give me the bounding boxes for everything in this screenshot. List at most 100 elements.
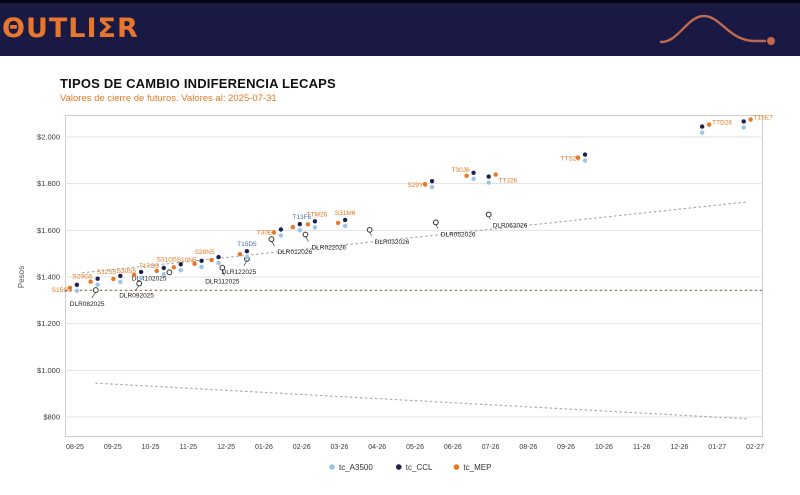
point-mep-S30S5[interactable] xyxy=(131,272,137,278)
point-mep-TTD26[interactable] xyxy=(706,122,712,127)
point-ccl-T15D5[interactable] xyxy=(244,249,250,254)
y-axis-tick-label: $2.000 xyxy=(37,133,60,142)
point-mep-S12S5[interactable] xyxy=(111,276,116,282)
point-ccl-TTM26[interactable] xyxy=(312,219,318,224)
legend-dot-tc_CCL xyxy=(396,464,402,470)
point-mep-S31O5[interactable] xyxy=(171,265,176,270)
point-ccl-T17O5[interactable] xyxy=(161,265,166,271)
y-axis-tick-label: $1.200 xyxy=(37,319,60,328)
point-ccl-T15E7[interactable] xyxy=(741,119,746,124)
point-a3500-TTD26[interactable] xyxy=(699,130,705,135)
point-mep-T15E7[interactable] xyxy=(748,117,753,122)
bond-label-S30S5: S30S5 xyxy=(117,268,137,275)
point-ccl-T30E6[interactable] xyxy=(278,227,284,232)
point-a3500-TTM26[interactable] xyxy=(312,225,318,230)
bond-label-TTD26: TTD26 xyxy=(712,120,732,127)
point-mep-S31M6[interactable] xyxy=(335,220,341,226)
future-point-DLR102025[interactable] xyxy=(166,269,173,276)
point-ccl-TTS26[interactable] xyxy=(582,152,588,157)
point-mep-T30J6[interactable] xyxy=(464,173,469,178)
bond-label-T30E6: T30E6 xyxy=(257,230,277,237)
distribution-curve-icon xyxy=(659,14,775,45)
bond-label-S10N5: S10N5 xyxy=(177,257,197,264)
point-mep-T15D5[interactable] xyxy=(237,252,243,257)
legend-item-tc_CCL[interactable]: tc_CCL xyxy=(396,463,433,472)
bond-label-S15G5: S15G5 xyxy=(52,287,73,294)
y-axis-tick-label: $1.800 xyxy=(37,179,60,188)
point-mep-S10N5[interactable] xyxy=(192,261,197,266)
point-mep-S15G5[interactable] xyxy=(67,285,73,290)
point-a3500-S15G5[interactable] xyxy=(74,288,80,293)
point-a3500-S28N5[interactable] xyxy=(216,260,221,266)
point-a3500-S29Y6[interactable] xyxy=(429,185,435,190)
point-a3500-T17O5[interactable] xyxy=(161,271,166,277)
ref-line-lower-band xyxy=(95,382,749,420)
future-leader xyxy=(91,291,97,299)
point-mep-T30E6[interactable] xyxy=(271,230,277,235)
point-mep-S29Y6[interactable] xyxy=(422,182,428,187)
x-axis-tick-label: 03-26 xyxy=(331,444,349,451)
future-point-DLR052026[interactable] xyxy=(432,219,439,226)
point-ccl-S29Y6[interactable] xyxy=(429,179,435,184)
future-point-DLR112025[interactable] xyxy=(219,264,226,271)
future-point-DLR062026[interactable] xyxy=(485,211,492,218)
point-mep-S28N5[interactable] xyxy=(209,257,214,263)
legend-item-tc_MEP[interactable]: tc_MEP xyxy=(453,463,492,472)
point-a3500-TTS26[interactable] xyxy=(582,158,588,163)
x-axis-tick-label: 07-26 xyxy=(482,444,500,451)
point-a3500-S31O5[interactable] xyxy=(178,268,183,273)
future-label-DLR082025: DLR082025 xyxy=(70,301,105,308)
point-ccl-S29G5[interactable] xyxy=(95,276,100,281)
point-mep-T13F6[interactable] xyxy=(290,224,295,230)
point-mep-T17O5[interactable] xyxy=(154,268,159,274)
point-a3500-T30E6[interactable] xyxy=(278,233,284,238)
future-point-DLR022026[interactable] xyxy=(302,231,309,238)
future-point-DLR092025[interactable] xyxy=(136,280,143,287)
point-mep-S29G5[interactable] xyxy=(88,279,93,284)
x-axis-tick-label: 10-25 xyxy=(142,444,160,451)
point-mep-TTS26[interactable] xyxy=(575,155,581,160)
future-point-DLR082025[interactable] xyxy=(92,287,99,293)
bond-label-T15D5: T15D5 xyxy=(237,241,257,248)
point-a3500-T15D5[interactable] xyxy=(244,255,250,260)
point-a3500-T15E7[interactable] xyxy=(741,125,746,130)
x-axis-tick-label: 10-26 xyxy=(595,444,613,451)
point-a3500-S10N5[interactable] xyxy=(199,264,204,269)
future-label-DLR122025: DLR122025 xyxy=(222,269,257,276)
y-axis-tick-label: $1.600 xyxy=(37,226,60,235)
point-mep-TTM26[interactable] xyxy=(305,222,311,227)
point-a3500-S31M6[interactable] xyxy=(342,223,348,229)
point-ccl-T13F6[interactable] xyxy=(297,221,302,227)
legend-item-tc_A3500[interactable]: tc_A3500 xyxy=(329,463,373,472)
point-ccl-S15G5[interactable] xyxy=(74,282,80,287)
legend-label-tc_A3500: tc_A3500 xyxy=(339,463,373,472)
x-axis-tick-label: 09-25 xyxy=(104,444,122,451)
future-point-DLR012026[interactable] xyxy=(268,236,275,243)
point-ccl-TTJ26[interactable] xyxy=(486,174,491,179)
point-a3500-T13F6[interactable] xyxy=(297,227,302,233)
y-axis-tick-label: $800 xyxy=(43,413,60,422)
chart-container: $2.000 $1.800 $1.600 $1.400 $1.200 $1.000 $800… xyxy=(0,110,800,485)
point-a3500-S30S5[interactable] xyxy=(138,275,144,281)
point-ccl-S12S5[interactable] xyxy=(118,273,123,279)
point-ccl-S28N5[interactable] xyxy=(216,254,221,260)
point-ccl-S30S5[interactable] xyxy=(138,269,144,275)
point-mep-TTJ26[interactable] xyxy=(493,172,498,177)
future-point-DLR032026[interactable] xyxy=(366,226,373,233)
bond-label-TTS26: TTS26 xyxy=(561,156,581,163)
future-label-DLR052026: DLR052026 xyxy=(441,231,476,238)
bond-label-S12S5: S12S5 xyxy=(97,269,117,276)
x-axis-tick-label: 11-26 xyxy=(633,444,650,451)
point-ccl-S10N5[interactable] xyxy=(199,258,204,263)
point-ccl-T30J6[interactable] xyxy=(471,170,476,175)
point-ccl-TTD26[interactable] xyxy=(699,124,705,129)
lecaps-scatter-chart[interactable]: $2.000 $1.800 $1.600 $1.400 $1.200 $1.000 $800… xyxy=(0,110,800,485)
point-ccl-S31M6[interactable] xyxy=(342,217,348,223)
point-ccl-S31O5[interactable] xyxy=(178,262,183,267)
point-a3500-S29G5[interactable] xyxy=(95,282,100,287)
point-a3500-T30J6[interactable] xyxy=(471,176,476,181)
future-label-DLR102025: DLR102025 xyxy=(132,275,167,282)
point-a3500-TTJ26[interactable] xyxy=(486,180,491,185)
point-a3500-S12S5[interactable] xyxy=(118,279,123,285)
